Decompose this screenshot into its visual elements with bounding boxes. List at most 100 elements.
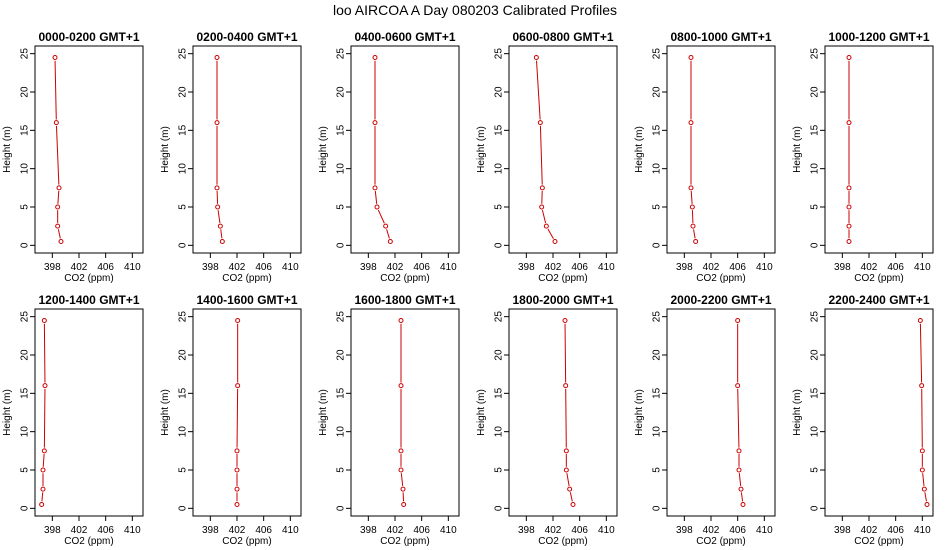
y-tick-label: 25 (20, 48, 31, 60)
profile-segment (374, 190, 378, 204)
x-axis-label: CO2 (ppm) (380, 273, 429, 284)
x-tick-label: 406 (413, 525, 430, 536)
x-tick-label: 410 (440, 262, 457, 273)
panel-title: 2200-2400 GMT+1 (828, 293, 929, 307)
y-tick-label: 0 (336, 505, 347, 511)
x-tick-label: 402 (387, 525, 404, 536)
y-tick-label: 10 (20, 163, 31, 175)
y-tick-label: 20 (810, 86, 821, 98)
profile-segment (43, 323, 46, 383)
y-tick-label: 20 (178, 349, 189, 361)
y-tick-label: 20 (652, 86, 663, 98)
y-tick-label: 5 (336, 467, 347, 473)
profile-segment (541, 209, 547, 224)
profile-point (372, 120, 378, 126)
plot-frame (350, 45, 460, 254)
x-tick-label: 406 (97, 525, 114, 536)
profile-point (214, 55, 220, 60)
y-tick-label: 5 (810, 467, 821, 473)
y-tick-label: 15 (494, 387, 505, 399)
x-axis-label: CO2 (ppm) (854, 273, 903, 284)
y-tick-label: 15 (810, 124, 821, 136)
plot-frame (350, 308, 460, 517)
y-tick-label: 15 (336, 124, 347, 136)
y-tick-label: 0 (336, 242, 347, 248)
profile-point (917, 318, 923, 323)
x-tick-label: 398 (518, 525, 535, 536)
y-tick-label: 20 (20, 86, 31, 98)
y-tick-label: 0 (810, 505, 821, 511)
x-tick-label: 410 (756, 262, 773, 273)
plot-frame (824, 45, 934, 254)
y-tick-label: 10 (494, 426, 505, 438)
profile-segment (536, 60, 541, 120)
profile-point (235, 383, 241, 389)
profile-point (215, 204, 221, 210)
x-tick-label: 406 (887, 525, 904, 536)
y-tick-label: 5 (810, 204, 821, 210)
profile-segment (565, 388, 567, 448)
x-tick-label: 402 (229, 525, 246, 536)
x-tick-label: 398 (834, 262, 851, 273)
panel-title: 0000-0200 GMT+1 (38, 30, 139, 44)
y-tick-label: 0 (178, 242, 189, 248)
profile-point (736, 467, 742, 473)
x-axis-label: CO2 (ppm) (538, 536, 587, 547)
profile-segment (738, 473, 742, 487)
profile-point (533, 55, 539, 60)
profile-point (372, 55, 378, 60)
y-tick-label: 5 (652, 204, 663, 210)
y-axis-label: Height (m) (160, 389, 171, 436)
profile-point (740, 502, 746, 507)
x-tick-label: 410 (598, 525, 615, 536)
y-tick-label: 15 (652, 124, 663, 136)
profile-point (55, 223, 61, 229)
x-tick-label: 406 (255, 262, 272, 273)
y-axis-label: Height (m) (318, 126, 329, 173)
panel-title: 1800-2000 GMT+1 (512, 293, 613, 307)
x-tick-label: 398 (44, 525, 61, 536)
profile-point (398, 448, 404, 454)
y-tick-label: 20 (810, 349, 821, 361)
x-tick-label: 402 (387, 262, 404, 273)
profile-point (234, 467, 240, 473)
profile-segment (693, 229, 696, 239)
x-tick-label: 410 (756, 525, 773, 536)
y-tick-label: 25 (178, 48, 189, 60)
x-axis-label: CO2 (ppm) (538, 273, 587, 284)
profile-point (735, 383, 741, 389)
y-tick-label: 25 (494, 48, 505, 60)
profile-segment (690, 190, 693, 204)
profile-point (846, 185, 852, 191)
profile-segment (41, 492, 44, 502)
x-tick-label: 410 (440, 525, 457, 536)
profile-segment (400, 473, 404, 487)
y-tick-label: 10 (336, 163, 347, 175)
y-axis-label: Height (m) (476, 126, 487, 173)
y-tick-label: 5 (20, 204, 31, 210)
y-tick-label: 25 (336, 48, 347, 60)
x-tick-label: 410 (914, 262, 931, 273)
y-tick-label: 15 (652, 387, 663, 399)
profile-segment (55, 125, 60, 185)
x-tick-label: 402 (861, 525, 878, 536)
y-tick-label: 0 (20, 505, 31, 511)
x-axis-label: CO2 (ppm) (222, 273, 271, 284)
x-tick-label: 410 (598, 262, 615, 273)
panel-title: 1200-1400 GMT+1 (38, 293, 139, 307)
x-tick-label: 402 (545, 525, 562, 536)
panel-title: 1400-1600 GMT+1 (196, 293, 297, 307)
profile-segment (377, 209, 385, 224)
profile-point (919, 467, 925, 473)
profile-point (846, 55, 852, 60)
profile-point (688, 185, 694, 191)
panel-title: 0400-0600 GMT+1 (354, 30, 455, 44)
profile-segment (42, 453, 45, 467)
profile-point (398, 318, 404, 323)
profile-point (688, 55, 694, 60)
x-tick-label: 410 (282, 262, 299, 273)
plot-frame (192, 308, 302, 517)
y-tick-label: 25 (810, 48, 821, 60)
profile-point (401, 502, 407, 507)
